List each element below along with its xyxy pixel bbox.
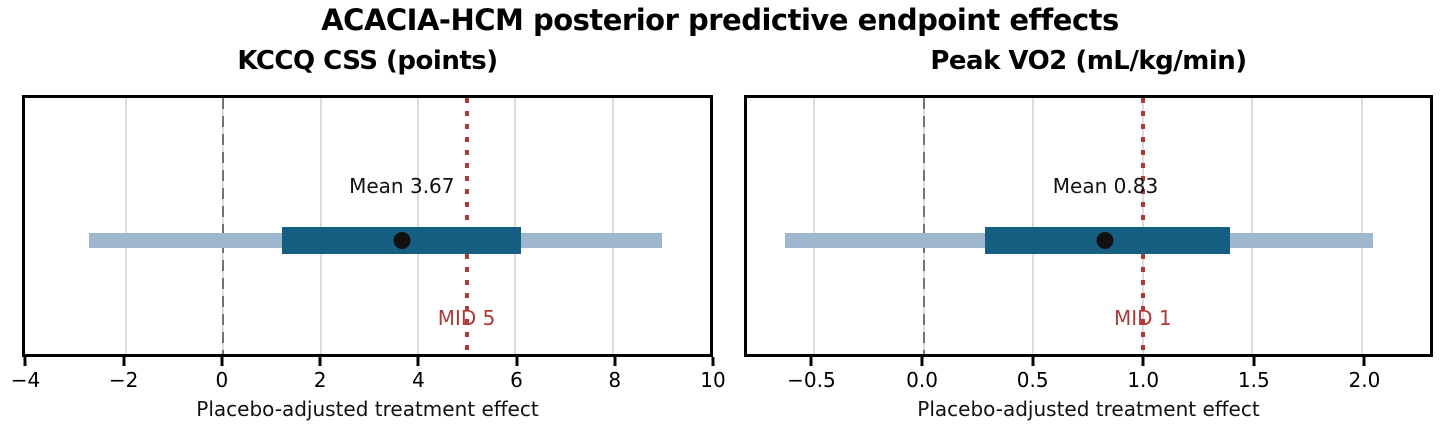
x-tick [318, 357, 322, 366]
x-tick-label: 1.0 [1127, 368, 1160, 392]
gridline [319, 98, 322, 354]
gridline [611, 98, 614, 354]
mid-threshold-label: MID 5 [437, 306, 496, 330]
x-tick [809, 357, 813, 366]
x-tick [920, 357, 924, 366]
x-tick-label: 6 [510, 368, 523, 392]
x-tick-label: 10 [700, 368, 726, 392]
gridline [812, 98, 815, 354]
x-tick [1252, 357, 1256, 366]
gridline [1032, 98, 1035, 354]
x-tick [711, 357, 715, 366]
gridline [124, 98, 127, 354]
x-tick [1362, 357, 1366, 366]
x-tick-label: 0.0 [906, 368, 938, 392]
x-tick-label: 0 [215, 368, 229, 392]
mean-dot [1096, 232, 1114, 249]
panel-kccq-css: KCCQ CSS (points) Mean 3.67 MID 5 Placeb… [11, 0, 726, 430]
x-tick-label: −0.5 [787, 368, 836, 392]
mean-dot [393, 232, 411, 249]
x-tick [220, 357, 224, 366]
mid-threshold-line [464, 98, 469, 354]
panel-title: Peak VO2 (mL/kg/min) [930, 46, 1247, 76]
gridline [514, 98, 517, 354]
mid-threshold-label: MID 1 [1113, 306, 1172, 330]
gridline [1251, 98, 1254, 354]
panel-peak-vo2: Peak VO2 (mL/kg/min) Mean 0.83 MID 1 Pla… [744, 0, 1433, 430]
x-tick [515, 357, 519, 366]
panel-title: KCCQ CSS (points) [237, 46, 498, 76]
mid-threshold-line [1140, 98, 1145, 354]
zero-reference-line [922, 98, 925, 354]
mean-label: Mean 0.83 [1052, 174, 1159, 198]
mean-label: Mean 3.67 [349, 174, 455, 198]
gridline [1361, 98, 1364, 354]
plot-area: Mean 3.67 MID 5 [22, 95, 713, 357]
x-tick-label: 8 [608, 368, 622, 392]
x-tick [122, 357, 126, 366]
x-tick [1031, 357, 1035, 366]
x-tick-label: 0.5 [1016, 368, 1049, 392]
x-axis-label: Placebo-adjusted treatment effect [917, 397, 1260, 421]
x-tick-label: −2 [108, 368, 139, 392]
zero-reference-line [222, 98, 225, 354]
x-tick-label: 2 [313, 368, 327, 392]
x-tick-label: 2.0 [1348, 368, 1381, 392]
x-tick [416, 357, 420, 366]
figure-title: ACACIA-HCM posterior predictive endpoint… [321, 3, 1119, 37]
x-tick [23, 357, 27, 366]
x-tick [1141, 357, 1145, 366]
x-tick [613, 357, 617, 366]
gridline [416, 98, 419, 354]
x-axis-label: Placebo-adjusted treatment effect [196, 397, 539, 421]
x-tick-label: 1.5 [1237, 368, 1270, 392]
x-tick-label: −4 [10, 368, 41, 392]
x-tick-label: 4 [411, 368, 425, 392]
plot-area: Mean 0.83 MID 1 [744, 95, 1433, 357]
